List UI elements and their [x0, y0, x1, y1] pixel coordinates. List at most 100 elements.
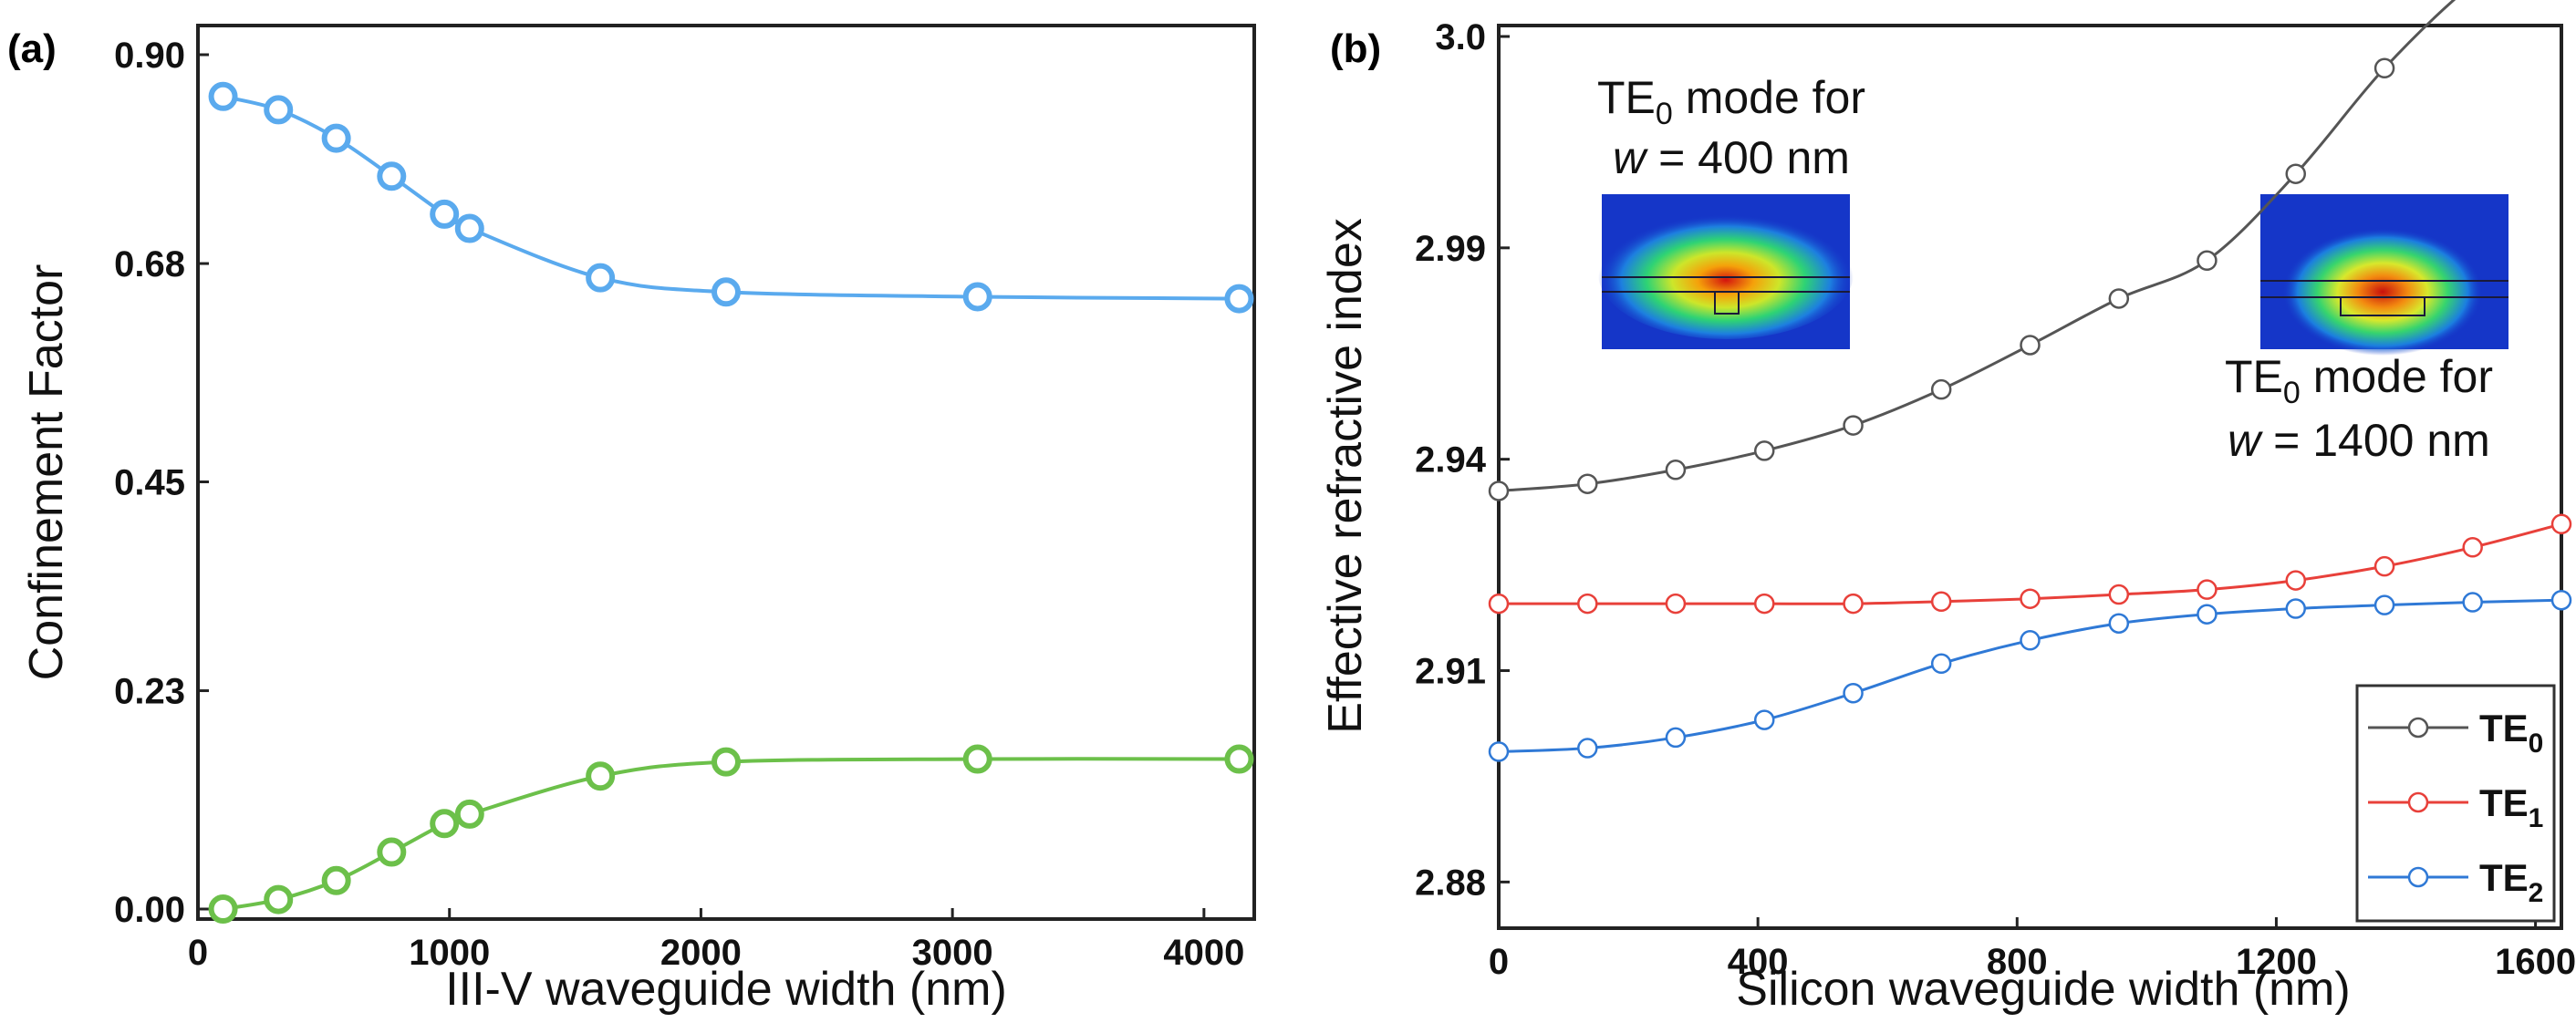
panel-b-series — [1488, 0, 2572, 762]
panel-b-x-tick-label: 800 — [1987, 942, 2048, 982]
legend-marker-TE1 — [2407, 791, 2429, 813]
panel-b-data-point-TE1 — [1488, 593, 1510, 615]
panel-a-data-point-upper — [962, 282, 992, 312]
panel-b-data-point-TE2 — [2373, 594, 2395, 615]
panel-a-x-tick-label: 0 — [188, 933, 208, 973]
panel-a-data-point-upper — [208, 81, 238, 111]
panel-a-data-point-lower — [430, 809, 460, 839]
panel-a-data-point-upper — [377, 161, 407, 191]
panel-b-data-point-TE2 — [1577, 738, 1598, 759]
panel-a-series — [208, 81, 1254, 924]
panel-a-data-point-upper — [586, 263, 616, 293]
panel-a-data-point-upper — [430, 199, 460, 229]
panel-b-data-point-TE0 — [1930, 378, 1952, 400]
panel-a: (a) 0.00 0.23 0.45 0.68 0.90 0 1000 2000 3000 40… — [7, 24, 1256, 1016]
panel-b-x-axis-title: Silicon waveguide width (nm) — [1736, 963, 2350, 1016]
panel-b-data-point-TE1 — [2462, 537, 2483, 558]
panel-a-y-ticks: 0.00 0.23 0.45 0.68 0.90 — [114, 36, 209, 930]
panel-b-data-point-TE0 — [1754, 440, 1775, 461]
panel-a-data-point-lower — [264, 884, 294, 914]
panel-b: (b) 2.882.912.942.993.0 0 400 800 1200 1600 … — [1319, 0, 2576, 1016]
panel-a-data-point-lower — [586, 761, 616, 791]
panel-a-data-point-upper — [1224, 284, 1254, 314]
panel-b-data-point-TE2 — [2020, 630, 2041, 651]
panel-a-data-point-upper — [264, 95, 294, 125]
panel-a-label: (a) — [7, 26, 57, 71]
panel-b-x-tick-label: 400 — [1728, 942, 1789, 982]
panel-b-data-point-TE0 — [2108, 288, 2130, 309]
mode-image-1400nm — [2260, 194, 2508, 356]
panel-b-data-point-TE0 — [1843, 415, 1864, 436]
panel-b-data-point-TE1 — [1930, 591, 1952, 613]
panel-b-data-point-TE2 — [1754, 709, 1775, 730]
mode-image-400nm — [1598, 194, 1854, 349]
panel-b-x-ticks: 0 400 800 1200 1600 — [1489, 917, 2576, 982]
panel-a-y-tick-label: 0.00 — [114, 890, 185, 930]
panel-a-data-point-lower — [321, 865, 351, 895]
panel-a-data-point-upper — [712, 277, 741, 307]
panel-b-y-axis-title: Effective refractive index — [1319, 218, 1372, 734]
panel-a-y-axis-title: Confinement Factor — [20, 264, 73, 681]
panel-b-data-point-TE2 — [1488, 741, 1510, 762]
panel-b-data-point-TE2 — [1843, 682, 1864, 704]
panel-a-x-tick-label: 4000 — [1163, 933, 1244, 973]
panel-a-y-tick-label: 0.45 — [114, 463, 185, 503]
panel-b-x-tick-label: 1600 — [2495, 942, 2576, 982]
panel-b-y-tick-label: 2.88 — [1415, 863, 1486, 903]
panel-b-data-point-TE0 — [2020, 335, 2041, 356]
legend-label-TE1: TE1 — [2479, 781, 2543, 833]
panel-a-x-ticks: 0 1000 2000 3000 4000 — [188, 908, 1244, 973]
panel-b-data-point-TE1 — [1754, 593, 1775, 615]
panel-b-data-point-TE0 — [2197, 250, 2218, 272]
panel-a-data-point-upper — [321, 123, 351, 153]
panel-b-data-point-TE0 — [2285, 163, 2306, 184]
panel-b-data-point-TE1 — [2020, 588, 2041, 609]
legend-marker-TE2 — [2407, 866, 2429, 888]
panel-b-data-point-TE2 — [2108, 613, 2130, 634]
annotation-mode-1400nm-line1: TE0 mode for — [2225, 351, 2493, 410]
panel-b-plot-frame — [1497, 24, 2563, 930]
panel-a-series-line-upper — [223, 94, 1240, 301]
panel-b-data-point-TE1 — [1665, 593, 1687, 615]
panel-a-data-point-lower — [1224, 744, 1254, 774]
panel-b-data-point-TE1 — [2373, 555, 2395, 577]
panel-a-data-point-lower — [377, 837, 407, 867]
panel-b-y-ticks: 2.88 2.91 2.94 2.99 3.0 — [1415, 17, 1510, 903]
panel-b-data-point-TE0 — [2373, 57, 2395, 79]
panel-b-data-point-TE1 — [2550, 513, 2572, 535]
panel-a-x-tick-label: 2000 — [660, 933, 742, 973]
panel-b-y-tick-label: 2.99 — [1415, 229, 1486, 269]
panel-a-x-tick-label: 1000 — [409, 933, 490, 973]
panel-a-data-point-lower — [208, 894, 238, 924]
panel-b-data-point-TE1 — [2285, 570, 2306, 591]
panel-b-data-point-TE0 — [1488, 480, 1510, 501]
panel-b-data-point-TE1 — [1577, 593, 1598, 615]
legend-marker-TE0 — [2407, 717, 2429, 739]
annotation-mode-400nm-line2: w = 400 nm — [1613, 132, 1850, 183]
panel-a-y-tick-label: 0.68 — [114, 244, 185, 284]
panel-b-label: (b) — [1330, 26, 1381, 71]
panel-b-data-point-TE0 — [1665, 460, 1687, 480]
panel-a-x-axis-title: III-V waveguide width (nm) — [445, 963, 1007, 1016]
panel-a-data-point-upper — [454, 213, 484, 243]
panel-b-data-point-TE2 — [1930, 653, 1952, 675]
panel-a-data-point-lower — [712, 747, 741, 777]
panel-a-y-tick-label: 0.90 — [114, 36, 185, 76]
panel-b-y-tick-label: 2.94 — [1415, 440, 1487, 480]
panel-b-data-point-TE0 — [1577, 473, 1598, 494]
panel-a-data-point-lower — [962, 744, 992, 774]
panel-b-data-point-TE2 — [1665, 727, 1687, 749]
panel-a-plot-frame — [196, 24, 1256, 921]
panel-b-data-point-TE2 — [2285, 598, 2306, 619]
panel-b-x-tick-label: 0 — [1489, 942, 1509, 982]
legend-label-TE0: TE0 — [2479, 707, 2543, 759]
panel-b-y-tick-label: 2.91 — [1415, 652, 1486, 692]
panel-b-legend: TE0 TE1 TE2 — [2355, 684, 2556, 923]
panel-a-series-line-lower — [223, 757, 1240, 911]
panel-b-data-point-TE2 — [2550, 589, 2572, 611]
panel-a-x-tick-label: 3000 — [912, 933, 993, 973]
panel-b-data-point-TE1 — [1843, 593, 1864, 615]
annotation-mode-400nm-line1: TE0 mode for — [1597, 72, 1865, 131]
panel-a-y-tick-label: 0.23 — [114, 672, 185, 712]
